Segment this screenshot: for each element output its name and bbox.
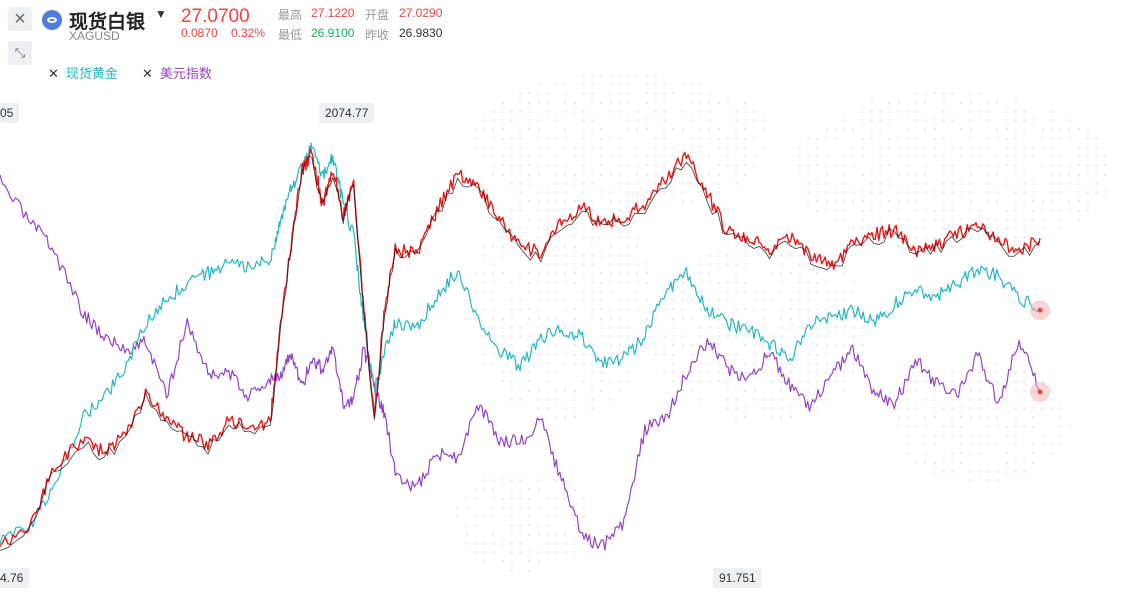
symbol-code: XAGUSD [69,29,120,43]
remove-icon[interactable]: ✕ [142,66,153,81]
price-tag-usd-min: 91.751 [713,568,762,588]
price-tag-left-top: 05 [0,103,20,123]
price-tag-left-bottom: 4.76 [0,568,30,588]
high-label: 最高 [278,8,303,22]
legend-label: 现货黄金 [65,66,118,81]
open-label: 开盘 [365,8,390,22]
remove-icon[interactable]: ✕ [48,66,59,81]
price-change-pct: 0.32% [231,26,266,40]
last-price: 27.0700 [181,6,250,27]
collapse-icon: ⤡ [14,45,26,60]
open-value: 27.0290 [399,6,443,20]
prev-close-value: 26.9830 [399,26,443,40]
prev-close-label: 昨收 [365,28,390,42]
chevron-down-icon[interactable]: ▼ [155,7,167,21]
series-end-marker-usd-index [1037,389,1043,395]
series-line-silver-down [0,154,1041,551]
legend-item-usd[interactable]: ✕ 美元指数 [142,63,212,82]
series-line-silver [0,147,1041,547]
low-value: 26.9100 [311,26,355,40]
close-icon: × [14,8,26,30]
collapse-button[interactable]: ⤡ [8,41,32,65]
high-value: 27.1220 [311,6,355,20]
price-change: 0.0870 [181,26,218,40]
low-label: 最低 [278,28,303,42]
series-line-gold [0,142,1041,544]
close-button[interactable]: × [8,7,32,31]
silver-logo-icon [42,10,62,30]
legend-item-gold[interactable]: ✕ 现货黄金 [48,63,118,82]
series-end-marker-gold [1037,307,1043,313]
legend-label: 美元指数 [159,66,212,81]
price-tag-gold-max: 2074.77 [319,103,375,123]
symbol-name[interactable]: 现货白银 [69,12,146,33]
series-line-usd-index [0,174,1041,551]
